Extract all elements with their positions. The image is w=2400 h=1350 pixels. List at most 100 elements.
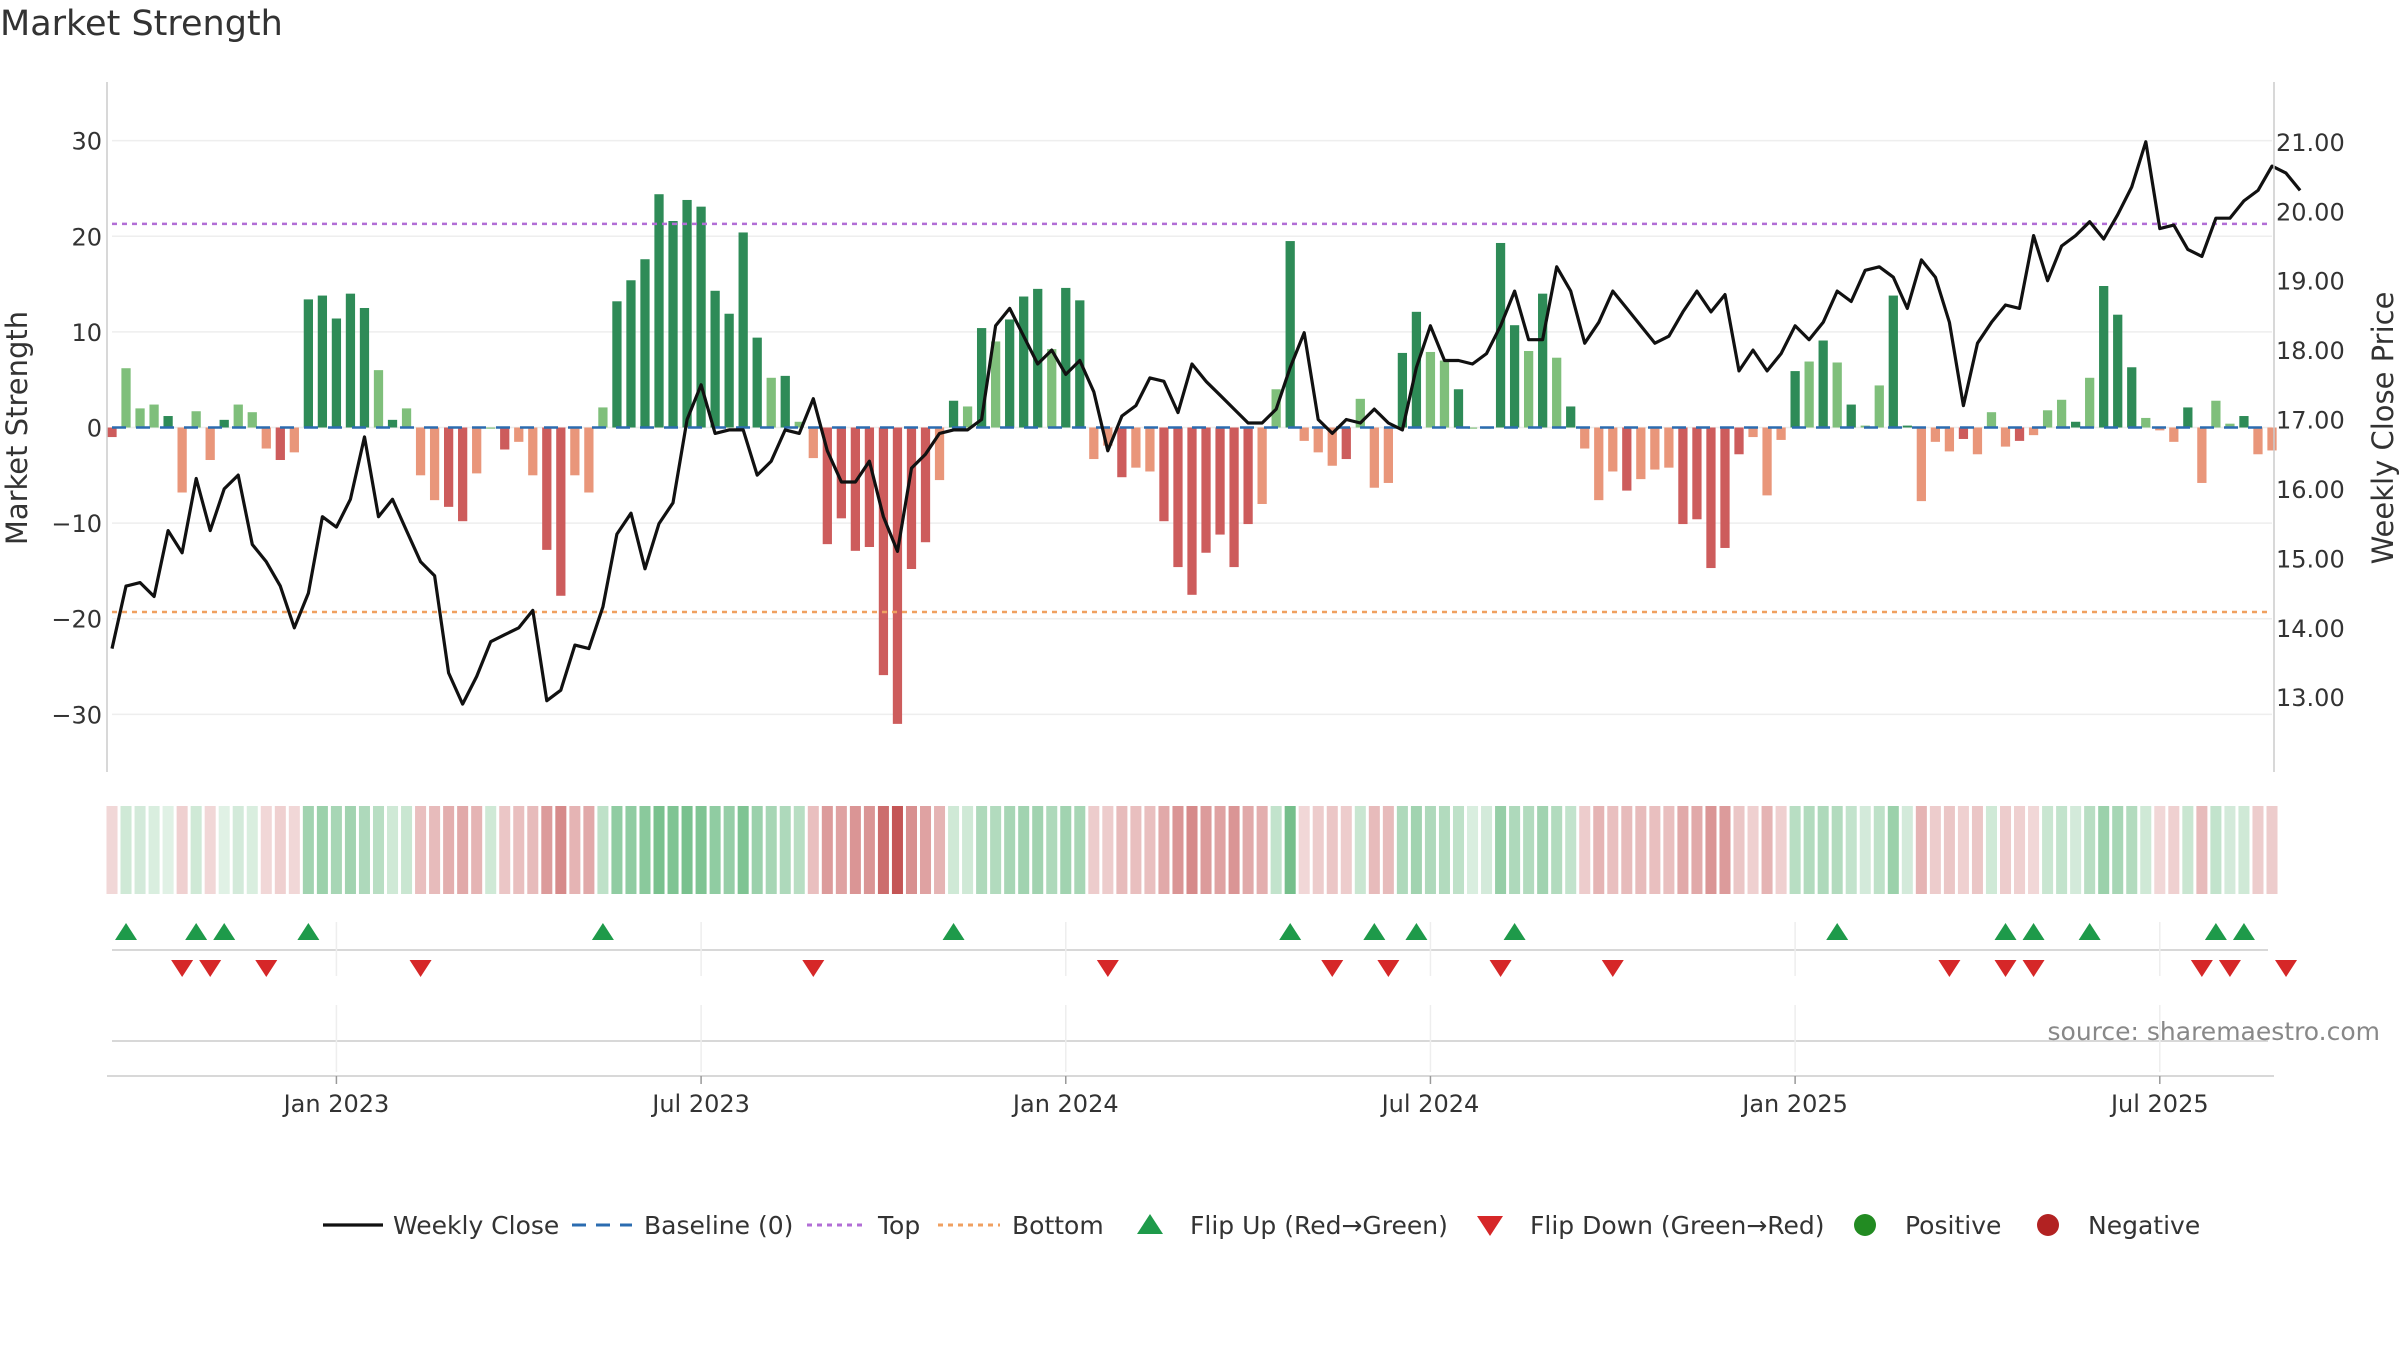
strength-bar <box>2239 416 2249 428</box>
strength-bar <box>640 259 650 428</box>
band-cell <box>1200 806 1212 894</box>
y2-tick-label: 15.00 <box>2276 545 2345 573</box>
band-cell <box>555 806 567 894</box>
band-cell <box>2028 806 2040 894</box>
band-cell <box>2224 806 2236 894</box>
strength-bar <box>934 427 945 481</box>
source-text: source: sharemaestro.com <box>2048 1017 2381 1046</box>
y2-tick-label: 17.00 <box>2276 407 2345 435</box>
strength-bar <box>317 295 328 428</box>
strength-bar <box>1972 427 1983 455</box>
strength-bar <box>1580 427 1590 449</box>
strength-bar <box>584 427 594 493</box>
strength-bar <box>822 427 832 545</box>
strength-bar <box>1201 427 1211 553</box>
band-cell <box>2056 806 2068 894</box>
strength-bar <box>2113 314 2123 428</box>
strength-bar <box>275 427 285 461</box>
strength-bar <box>443 427 454 507</box>
strength-bar <box>1622 427 1632 491</box>
band-cell <box>1831 806 1843 894</box>
flip-up-marker <box>185 923 208 940</box>
band-cell <box>330 806 342 894</box>
x-tick-label: Jul 2024 <box>1380 1090 1480 1118</box>
band-cell <box>1088 806 1100 894</box>
band-cell <box>2070 806 2082 894</box>
strength-bar <box>1187 427 1197 595</box>
strength-bar <box>2014 427 2025 441</box>
strength-bar <box>738 232 748 428</box>
band-cell <box>1929 806 1941 894</box>
strength-bar <box>1383 427 1393 483</box>
strength-bar <box>2267 427 2277 451</box>
band-cell <box>316 806 328 894</box>
band-cell <box>457 806 469 894</box>
band-cell <box>1060 806 1072 894</box>
strength-bar <box>836 427 846 519</box>
strength-bar <box>331 318 342 428</box>
legend-weekly-close-label: Weekly Close <box>393 1211 559 1240</box>
strength-bar <box>1986 412 1997 428</box>
band-cell <box>2042 806 2054 894</box>
strength-bar <box>191 411 201 428</box>
strength-bar <box>1019 296 1029 428</box>
band-cell <box>2252 806 2264 894</box>
flip-up-marker <box>1279 923 1302 940</box>
legend-flip-down-swatch <box>1477 1216 1503 1236</box>
band-cell <box>1621 806 1633 894</box>
band-cell <box>274 806 286 894</box>
flip-up-marker <box>2022 923 2045 940</box>
strength-bar <box>976 328 987 428</box>
band-cell <box>1901 806 1913 894</box>
strength-bar <box>682 199 692 428</box>
legend-baseline-label: Baseline (0) <box>644 1211 793 1240</box>
strength-bar <box>233 404 243 428</box>
strength-bar <box>1706 427 1716 569</box>
band-cell <box>485 806 497 894</box>
flip-down-marker <box>2190 960 2213 977</box>
strength-bar <box>1215 427 1225 535</box>
y-tick-label: −20 <box>51 606 102 634</box>
flip-down-marker <box>2218 960 2241 977</box>
strength-bar <box>878 427 889 676</box>
band-cell <box>1102 806 1114 894</box>
strength-bar <box>1467 427 1478 429</box>
flip-up-marker <box>213 923 236 940</box>
y2-tick-label: 20.00 <box>2276 198 2345 226</box>
legend-positive-swatch <box>1854 1214 1876 1236</box>
flip-markers <box>112 922 2298 1072</box>
legend-flip-up-swatch <box>1137 1214 1163 1234</box>
strength-bar <box>359 307 370 428</box>
flip-up-marker <box>1405 923 1428 940</box>
strength-bar <box>654 194 664 428</box>
flip-up-marker <box>942 923 965 940</box>
flip-up-marker <box>2232 923 2255 940</box>
strength-bar <box>1117 427 1127 478</box>
band-cell <box>2098 806 2110 894</box>
x-axis: Jan 2023 Jul 2023 Jan 2024 Jul 2024 Jan 2025… <box>107 1075 2274 1118</box>
strength-bar <box>107 427 117 438</box>
legend-top-label: Top <box>877 1211 920 1240</box>
strength-bar <box>2056 399 2067 428</box>
strength-bar <box>948 400 959 428</box>
strength-bar <box>1229 427 1239 568</box>
band-cell <box>1116 806 1128 894</box>
band-cell <box>232 806 244 894</box>
strength-bar <box>1523 351 1534 428</box>
band-cell <box>1242 806 1254 894</box>
band-cell <box>1999 806 2012 894</box>
band-cell <box>1410 806 1422 894</box>
flip-down-marker <box>171 960 194 977</box>
strength-bar <box>1047 349 1057 428</box>
strength-bar <box>1888 295 1898 428</box>
flip-up-marker <box>2078 923 2101 940</box>
strength-bar <box>794 421 804 428</box>
strength-bar <box>1005 319 1015 428</box>
legend-flip-up-label: Flip Up (Red→Green) <box>1190 1211 1448 1240</box>
band-cell <box>1004 806 1016 894</box>
flip-down-marker <box>409 960 432 977</box>
band-cell <box>2168 806 2180 894</box>
strength-bar <box>1678 427 1688 525</box>
band-cell <box>849 806 861 894</box>
band-cell <box>2084 806 2096 894</box>
